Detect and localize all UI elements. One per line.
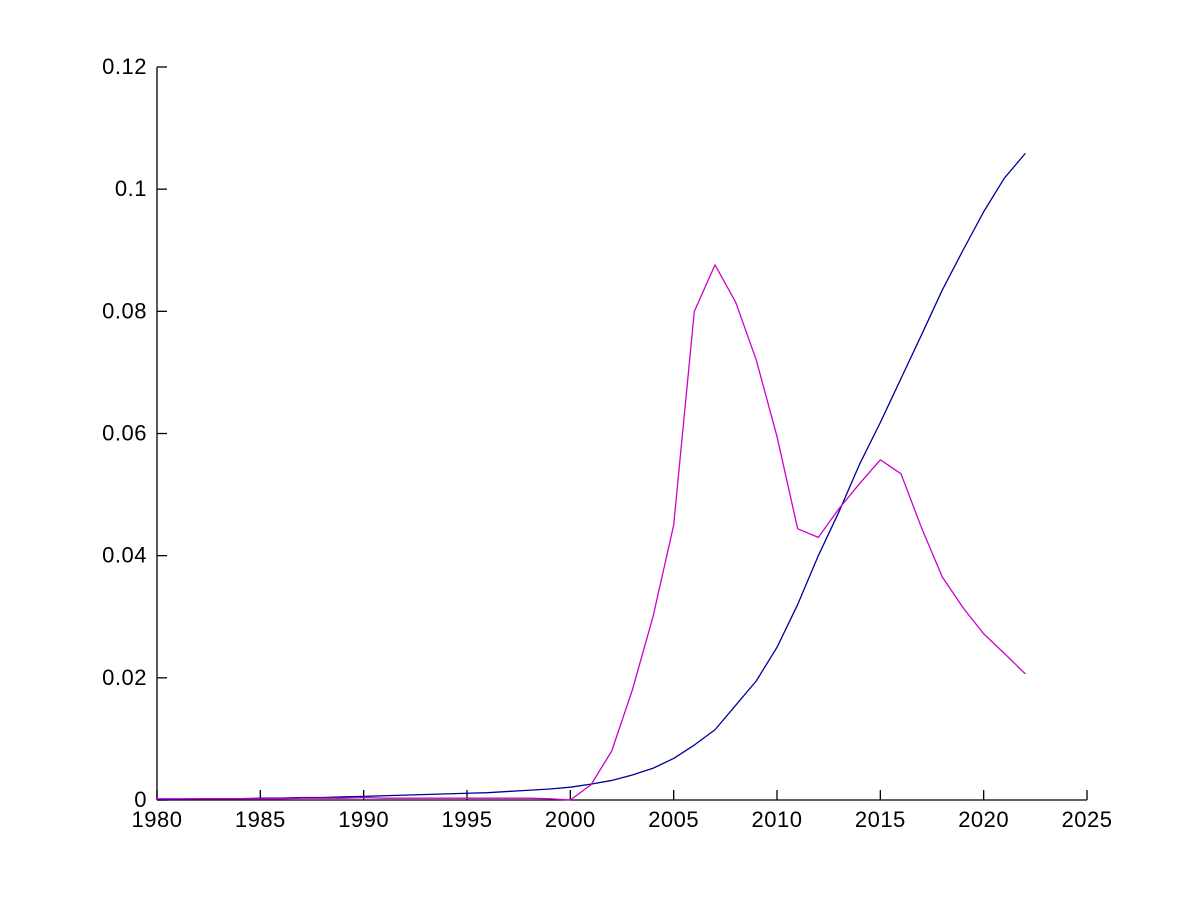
x-tick-label: 2025 xyxy=(1062,807,1113,832)
x-tick-label: 2000 xyxy=(545,807,596,832)
y-tick-label: 0 xyxy=(134,787,147,812)
y-tick-label: 0.12 xyxy=(102,54,147,79)
x-tick-label: 2010 xyxy=(752,807,803,832)
x-tick-label: 1985 xyxy=(235,807,286,832)
y-tick-label: 0.1 xyxy=(115,176,147,201)
y-tick-label: 0.02 xyxy=(102,665,147,690)
series-magenta-line xyxy=(156,264,1026,801)
series-blue-line xyxy=(156,153,1026,801)
x-tick-label: 2005 xyxy=(648,807,699,832)
y-tick-label: 0.08 xyxy=(102,298,147,323)
x-tick-label: 2020 xyxy=(958,807,1009,832)
x-tick-label: 1995 xyxy=(442,807,493,832)
x-tick-label: 1990 xyxy=(338,807,389,832)
x-tick-label: 1980 xyxy=(132,807,183,832)
x-tick-label: 2015 xyxy=(855,807,906,832)
y-tick-label: 0.04 xyxy=(102,543,147,568)
y-tick-label: 0.06 xyxy=(102,421,147,446)
